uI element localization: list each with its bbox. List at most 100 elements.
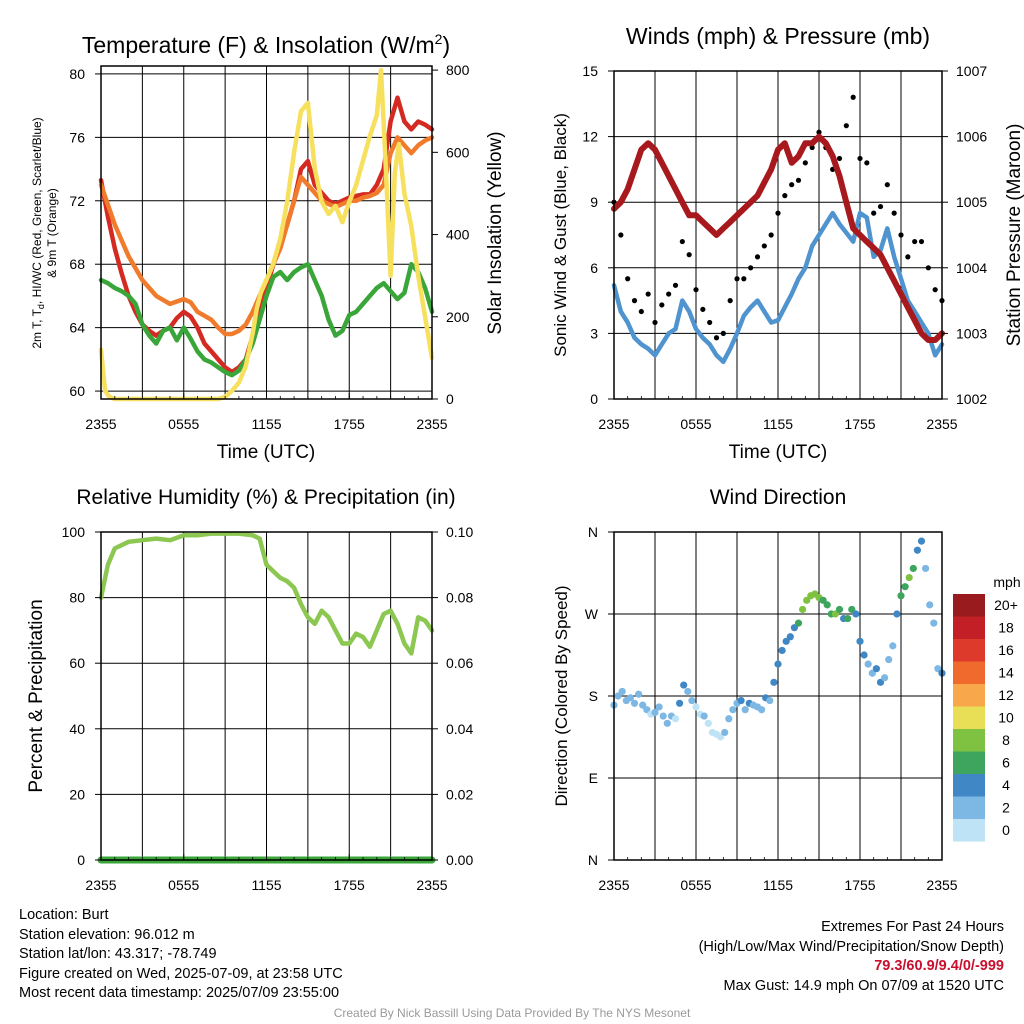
direction-point	[741, 706, 749, 714]
direction-grid	[614, 532, 942, 860]
legend-label: 8	[1002, 732, 1010, 748]
legend-swatch	[953, 661, 985, 684]
station-latlon: Station lat/lon: 43.317; -78.749	[19, 946, 217, 962]
y-tick-label-left: 3	[590, 325, 598, 341]
legend-swatch	[953, 616, 985, 639]
direction-point	[659, 712, 667, 720]
direction-point	[758, 706, 766, 714]
y-tick-label-left: 0	[590, 391, 598, 407]
winds-ylabel-left: Sonic Wind & Gust (Blue, Black)	[551, 113, 570, 357]
direction-point	[651, 708, 659, 717]
legend-label: 18	[998, 620, 1014, 636]
gust-point	[871, 210, 877, 216]
legend-swatch	[953, 684, 985, 707]
speed-legend: mph 20+ 18 16 14 12 10 8 6 4 2 0	[953, 574, 1021, 842]
direction-panel: Wind Direction 2355 0555 1155 1755 2355NESWN…	[552, 486, 1021, 893]
legend-label: 2	[1002, 800, 1010, 816]
gust-point	[884, 182, 890, 188]
x-tick-label: 2355	[926, 877, 957, 893]
temperature-title: Temperature (F) & Insolation (W/m2)	[82, 31, 450, 58]
y-tick-label-right: 0	[446, 391, 454, 407]
direction-point	[922, 564, 930, 573]
y-tick-label-right: 400	[446, 227, 470, 243]
winds-xlabel: Time (UTC)	[729, 442, 828, 463]
legend-label: 10	[998, 710, 1014, 726]
gust-point	[795, 177, 802, 183]
gust-point	[686, 252, 692, 258]
gust-point	[625, 276, 631, 282]
x-tick-label: 2355	[85, 877, 116, 893]
gust-point	[707, 319, 713, 326]
direction-point	[844, 614, 852, 623]
direction-point	[700, 712, 708, 720]
y-tick-label-right: 0.06	[446, 655, 473, 671]
direction-point	[688, 696, 696, 705]
gust-point	[720, 330, 726, 336]
x-tick-label: 0555	[168, 416, 199, 432]
y-tick-label-left: 40	[69, 721, 85, 737]
direction-point	[909, 564, 917, 573]
x-tick-label: 0555	[680, 416, 711, 432]
y-tick-label-right: 0.00	[446, 852, 473, 868]
direction-point	[630, 699, 639, 707]
direction-point	[860, 651, 868, 659]
x-tick-label: 2355	[416, 416, 447, 432]
legend-swatch	[953, 706, 985, 729]
gust-point	[843, 123, 849, 129]
legend-label: 6	[1002, 755, 1010, 771]
extremes-info: Extremes For Past 24 Hours (High/Low/Max…	[699, 918, 1004, 996]
gust-point	[768, 232, 774, 238]
x-tick-label: 1155	[763, 877, 793, 893]
direction-point	[864, 660, 872, 668]
y-tick-label-left: 0	[77, 852, 85, 868]
y-tick-label-left: 80	[69, 66, 85, 82]
direction-point	[655, 703, 663, 711]
direction-point	[680, 681, 688, 689]
direction-point	[663, 719, 671, 727]
direction-point	[872, 665, 881, 673]
y-tick-label-right: 1005	[956, 194, 987, 210]
winds-ticks: 2355 0555 1155 1755 235503691215100210031004…	[582, 63, 987, 432]
direction-point	[835, 605, 844, 614]
x-tick-label: 1755	[334, 416, 365, 432]
gust-point	[754, 254, 761, 260]
gust-point	[679, 238, 685, 245]
direction-point	[725, 715, 733, 723]
station-location: Location: Burt	[19, 907, 109, 923]
legend-label: 0	[1002, 822, 1010, 838]
series-line-temperature-2	[98, 261, 435, 378]
winds-grid	[614, 71, 942, 399]
gust-point	[672, 282, 679, 288]
direction-point	[692, 703, 700, 711]
legend-label: 16	[998, 642, 1014, 658]
y-tick-label-left: 100	[62, 524, 86, 540]
winds-series	[611, 94, 945, 365]
temperature-panel: Temperature (F) & Insolation (W/m2) 2355…	[30, 31, 506, 463]
gust-point	[905, 254, 911, 260]
legend-label: 12	[998, 687, 1014, 703]
gust-point	[891, 210, 897, 216]
x-tick-label: 2355	[926, 416, 957, 432]
y-tick-label-left: S	[589, 688, 598, 704]
gust-point	[864, 160, 870, 166]
direction-point	[930, 619, 938, 627]
winds-ylabel-right: Station Pressure (Maroon)	[1004, 124, 1024, 347]
direction-point	[897, 592, 905, 600]
direction-points	[610, 537, 946, 741]
gust-point	[618, 232, 624, 238]
x-tick-label: 2355	[85, 416, 116, 432]
gust-point	[748, 265, 754, 271]
y-tick-label-left: 64	[69, 320, 85, 336]
y-tick-label-left: 20	[69, 786, 85, 802]
direction-point	[618, 687, 626, 696]
gust-point	[912, 238, 918, 245]
gust-point	[775, 210, 781, 216]
y-tick-label-right: 1004	[956, 260, 987, 276]
direction-point	[766, 696, 774, 705]
gust-point	[857, 155, 863, 162]
series-line-winds-0	[611, 210, 945, 365]
direction-point	[794, 619, 803, 627]
winds-panel: Winds (mph) & Pressure (mb) 2355 0555 1155…	[551, 23, 1024, 463]
x-tick-label: 1155	[251, 416, 281, 432]
